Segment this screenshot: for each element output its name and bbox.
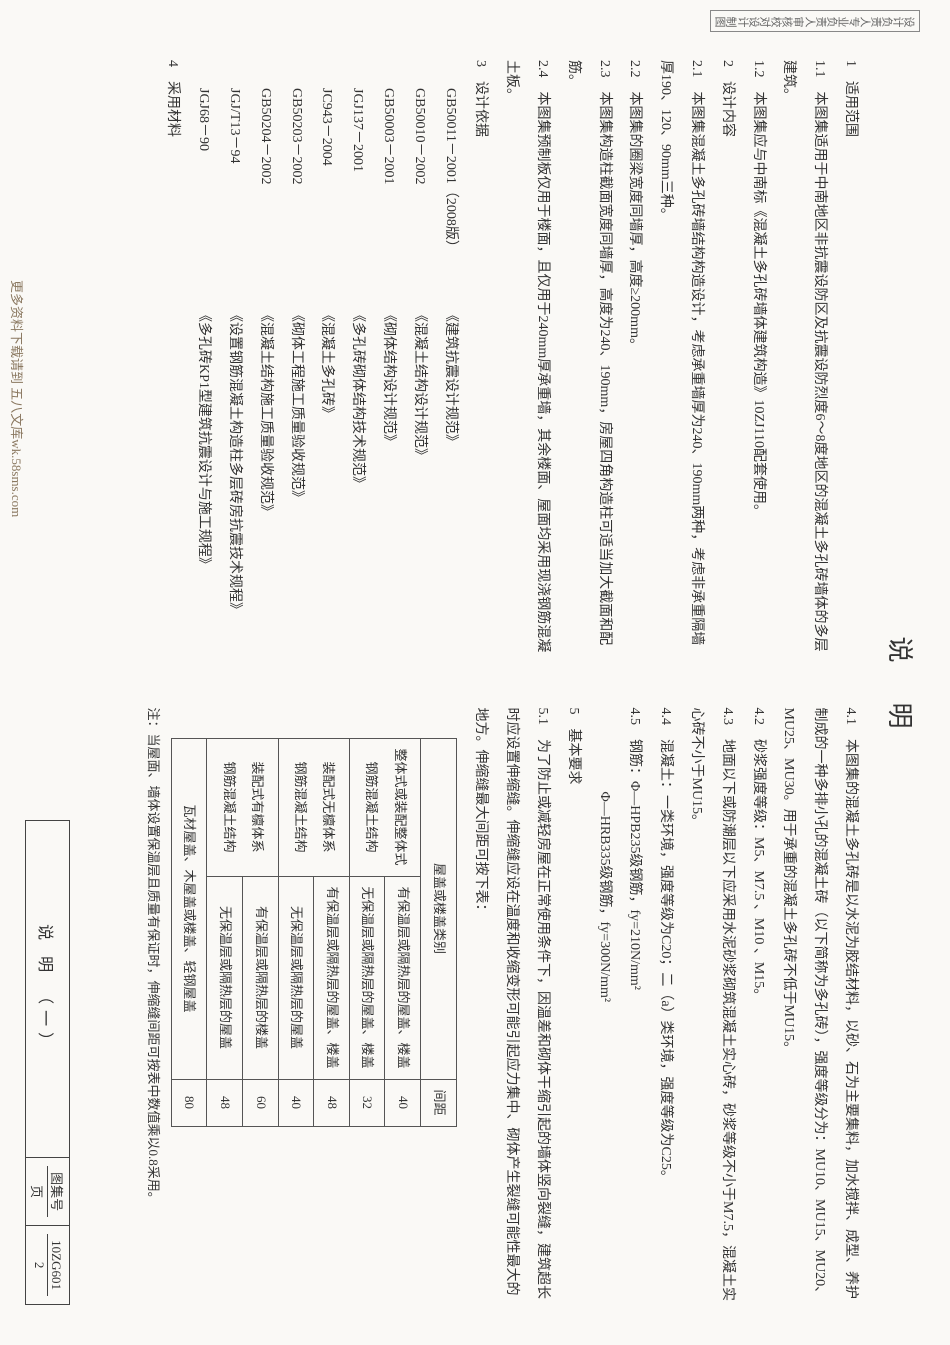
body-text: 5.1 为了防止或减轻房屋在正常使用条件下，因温差和砌体干缩引起的墙体竖向裂缝，…: [465, 708, 557, 1306]
table-cell: 装配式有檩体系 钢筋混凝土结构: [207, 738, 278, 876]
table-cell: 48: [207, 1079, 243, 1126]
reference-line: JGJ68－90《多孔砖KP1型建筑抗震设计与施工规程》: [187, 88, 218, 658]
table-row: 瓦材屋盖、木屋盖或楼盖、轻钢屋盖80: [171, 738, 207, 1126]
reference-code: GB50203－2002: [280, 88, 311, 308]
left-column: 1 适用范围 1.1 本图集适用于中南地区非抗震设防区及抗震设防烈度6～8度地区…: [138, 60, 865, 658]
table-cell: 无保温层或隔热层的屋盖: [278, 876, 314, 1079]
table-cell: 40: [385, 1079, 421, 1126]
title-block: 说 明 （一） 图集号 页 10ZG601 2: [25, 820, 70, 1305]
spacing-table: 屋盖或楼盖类别 间距 整体式或装配整体式 钢筋混凝土结构有保温层或隔热层的屋盖、…: [171, 738, 457, 1127]
body-text: 1.2 本图集应与中南标《混凝土多孔砖墙体建筑构造》10ZJ110配套使用。: [742, 60, 773, 658]
table-row: 整体式或装配整体式 钢筋混凝土结构有保温层或隔热层的屋盖、楼盖40: [385, 738, 421, 1126]
set-value: 10ZG601: [47, 1234, 64, 1296]
reference-name: 《混凝土结构设计规范》: [403, 308, 434, 462]
reference-code: JC943－2004: [311, 88, 342, 308]
reference-name: 《混凝土结构施工质量验收规范》: [249, 308, 280, 518]
body-text: 2.1 本图集混凝土多孔砖墙结构构造设计，考虑承重墙厚为240、190mm两种，…: [649, 60, 711, 658]
body-text: 4.5 钢筋：Φ—HPB235级钢筋，fy=210N/mm²: [619, 708, 650, 1306]
watermark-text: 更多资料下载请到 五八文库wk.58sms.com: [8, 280, 27, 517]
section-heading: 5 基本要求: [557, 708, 588, 1306]
set-number-block: 图集号 页: [26, 1157, 69, 1225]
side-stamp-block: 设计负责人 专业负责人 审核 校对 设计 制图: [710, 10, 920, 32]
reference-code: JGJ137－2001: [341, 88, 372, 308]
reference-name: 《设置钢筋混凝土构造柱多层砖房抗震技术规程》: [218, 308, 249, 616]
body-text: 2.3 本图集构造柱截面宽度同墙厚，高度为240、190mm，房屋四角构造柱可适…: [557, 60, 619, 658]
page-title: 说明: [883, 60, 920, 1305]
body-text: 4.2 砂浆强度等级：M5、M7.5 、M10 、M15。: [742, 708, 773, 1306]
reference-name: 《多孔砖KP1型建筑抗震设计与施工规程》: [187, 308, 218, 571]
reference-code: JGJ/T13－94: [218, 88, 249, 308]
reference-name: 《多孔砖砌体结构技术规范》: [341, 308, 372, 490]
set-label: 图集号: [47, 1166, 67, 1217]
table-cell: 无保温层或隔热层的屋盖、楼盖: [349, 876, 385, 1079]
table-cell: 60: [243, 1079, 279, 1126]
section-heading: 1 适用范围: [834, 60, 865, 658]
section-heading: 3 设计依据: [465, 60, 496, 658]
reference-line: GB50204－2002《混凝土结构施工质量验收规范》: [249, 88, 280, 658]
reference-name: 《砌体结构设计规范》: [372, 308, 403, 448]
body-text: 4.3 地面以下或防潮层以下应采用水泥砂浆砌筑混凝土实心砖，砂浆等级不小于M7.…: [680, 708, 742, 1306]
body-text: 2.2 本图集的圈梁宽度同墙厚，高度≥200mm。: [619, 60, 650, 658]
table-header: 间距: [421, 1079, 457, 1126]
page-label: 页: [28, 1166, 47, 1217]
reference-name: 《砌体工程施工质量验收规范》: [280, 308, 311, 504]
reference-line: GB50010－2002《混凝土结构设计规范》: [403, 88, 434, 658]
table-cell: 80: [171, 1079, 207, 1126]
stamp-cell: 校对: [760, 13, 782, 29]
reference-code: GB50010－2002: [403, 88, 434, 308]
table-cell: 有保温层或隔热层的楼盖: [243, 876, 279, 1079]
table-cell: 40: [278, 1079, 314, 1126]
reference-line: GB50003－2001《砌体结构设计规范》: [372, 88, 403, 658]
table-cell: 32: [349, 1079, 385, 1126]
right-column: 4.1 本图集的混凝土多孔砖是以水泥为胶结材料，以砂、石为主要集料，加水搅拌、成…: [138, 708, 865, 1306]
table-row: 装配式无檩体系 钢筋混凝土结构有保温层或隔热层的屋盖、楼盖48: [314, 738, 350, 1126]
page-container: 设计负责人 专业负责人 审核 校对 设计 制图 说明 1 适用范围 1.1 本图…: [0, 0, 950, 1345]
body-text: 1.1 本图集适用于中南地区非抗震设防区及抗震设防烈度6～8度地区的混凝土多孔砖…: [773, 60, 835, 658]
reference-line: GB50011－2001（2008版）《建筑抗震设计规范》: [434, 88, 465, 658]
drawing-name: 说 明 （一）: [26, 821, 69, 1157]
reference-line: JGJ137－2001《多孔砖砌体结构技术规范》: [341, 88, 372, 658]
table-header: 屋盖或楼盖类别: [421, 738, 457, 1079]
body-text: 4.1 本图集的混凝土多孔砖是以水泥为胶结材料，以砂、石为主要集料，加水搅拌、成…: [773, 708, 865, 1306]
body-text: 4.4 混凝土：一类环境，强度等级为C20；二（a）类环境，强度等级为C25。: [649, 708, 680, 1306]
table-note: 注：当屋面、墙体设置保温层且质量有保证时，伸缩缝间距可按表中数值乘以0.8采用。: [138, 708, 167, 1306]
table-header-row: 屋盖或楼盖类别 间距: [421, 738, 457, 1126]
reference-list: GB50011－2001（2008版）《建筑抗震设计规范》GB50010－200…: [187, 60, 464, 658]
reference-code: GB50204－2002: [249, 88, 280, 308]
set-number-values: 10ZG601 2: [26, 1225, 69, 1304]
section-heading: 2 设计内容: [711, 60, 742, 658]
body-text: 2.4 本图集预制板仅用于楼面，且仅用于240mm厚承重墙，其余楼面、屋面均采用…: [495, 60, 557, 658]
reference-code: GB50011－2001（2008版）: [434, 88, 465, 308]
stamp-cell: 审核: [782, 13, 804, 29]
table-cell: 48: [314, 1079, 350, 1126]
stamp-cell: 专业负责人: [805, 13, 860, 29]
reference-name: 《建筑抗震设计规范》: [434, 308, 465, 448]
table-cell: 无保温层或隔热层的屋盖: [207, 876, 243, 1079]
content-columns: 1 适用范围 1.1 本图集适用于中南地区非抗震设防区及抗震设防烈度6～8度地区…: [138, 60, 865, 1305]
page-value: 2: [31, 1234, 47, 1296]
reference-name: 《混凝土多孔砖》: [311, 308, 342, 420]
body-text: Φ—HRB335级钢筋，fy=300N/mm²: [588, 708, 619, 1306]
table-cell: 有保温层或隔热层的屋盖、楼盖: [385, 876, 421, 1079]
reference-line: JGJ/T13－94《设置钢筋混凝土构造柱多层砖房抗震技术规程》: [218, 88, 249, 658]
table-cell: 有保温层或隔热层的屋盖、楼盖: [314, 876, 350, 1079]
stamp-cell: 制图: [715, 13, 737, 29]
table-cell: 整体式或装配整体式 钢筋混凝土结构: [349, 738, 420, 876]
reference-line: JC943－2004《混凝土多孔砖》: [311, 88, 342, 658]
table-cell: 装配式无檩体系 钢筋混凝土结构: [278, 738, 349, 876]
reference-code: JGJ68－90: [187, 88, 218, 308]
stamp-cell: 设计负责人: [860, 13, 915, 29]
table-row: 装配式有檩体系 钢筋混凝土结构有保温层或隔热层的楼盖60: [243, 738, 279, 1126]
stamp-cell: 设计: [738, 13, 760, 29]
section-heading: 4 采用材料: [157, 60, 188, 658]
reference-line: GB50203－2002《砌体工程施工质量验收规范》: [280, 88, 311, 658]
reference-code: GB50003－2001: [372, 88, 403, 308]
table-cell: 瓦材屋盖、木屋盖或楼盖、轻钢屋盖: [171, 738, 207, 1079]
